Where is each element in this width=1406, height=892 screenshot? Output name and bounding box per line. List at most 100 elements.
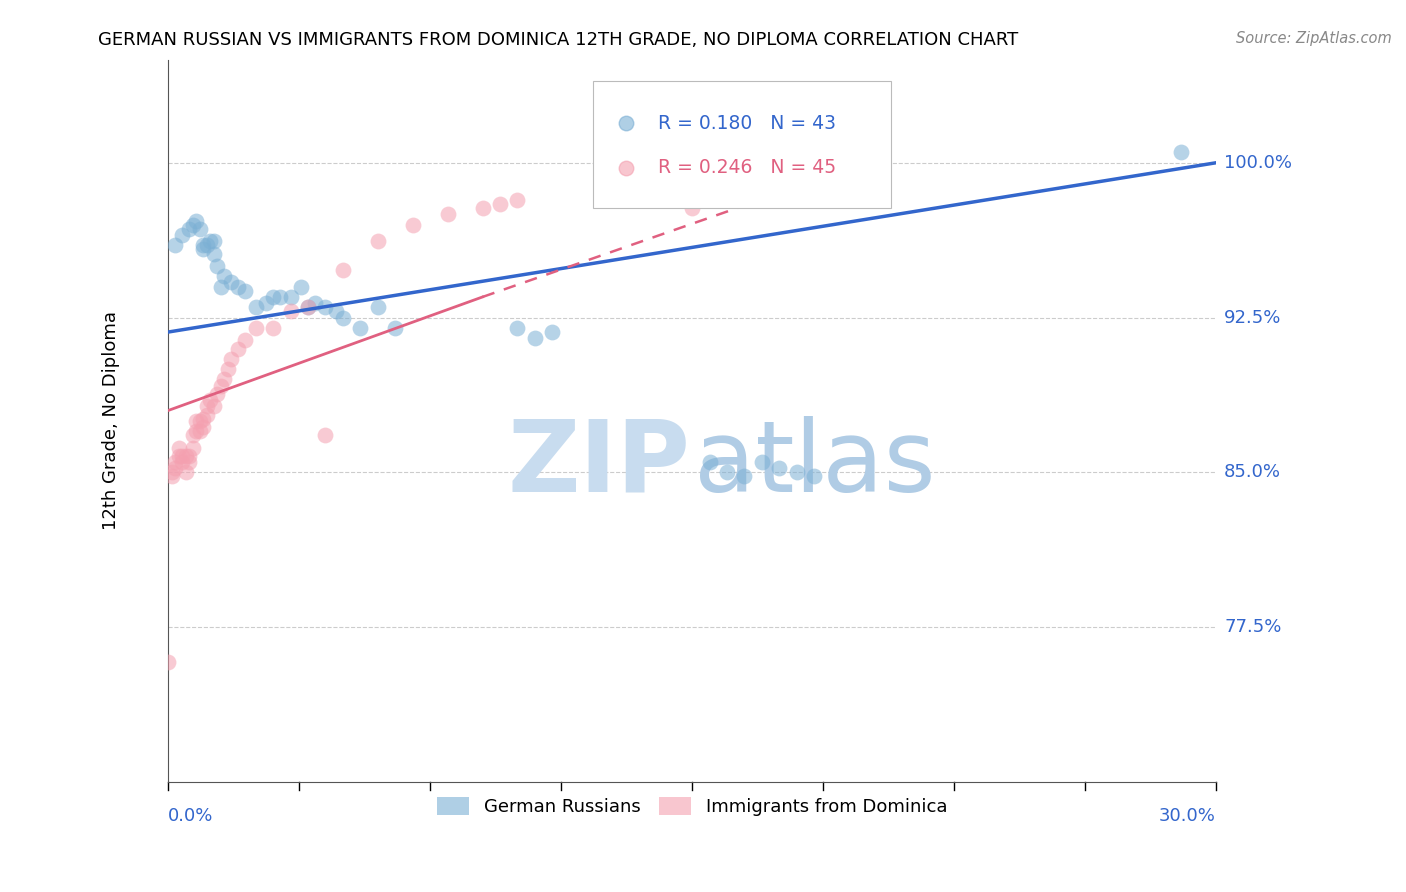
Text: 30.0%: 30.0% (1159, 806, 1216, 825)
Point (367, 300, 389, 314)
Point (160, 469, 183, 483)
Point (195, 400, 218, 414)
Point (212, 269, 235, 284)
Point (262, 290, 284, 304)
Text: 0.0%: 0.0% (169, 806, 214, 825)
FancyBboxPatch shape (592, 81, 891, 208)
Point (172, 227, 194, 242)
Point (165, 455, 187, 469)
Point (314, 428, 336, 442)
Point (297, 300, 319, 314)
Point (160, 466, 183, 480)
Point (174, 466, 197, 480)
Point (269, 290, 291, 304)
Point (233, 333, 256, 347)
Text: R = 0.246   N = 45: R = 0.246 N = 45 (658, 159, 835, 178)
Point (205, 259, 228, 273)
Point (226, 342, 249, 356)
Point (681, 201, 703, 215)
Point (803, 469, 825, 483)
Point (304, 296, 326, 310)
Point (245, 300, 267, 314)
Point (786, 466, 808, 480)
Point (367, 234, 389, 248)
Text: 92.5%: 92.5% (1225, 309, 1282, 326)
Point (506, 321, 529, 335)
Point (209, 279, 232, 293)
Point (167, 449, 190, 463)
Point (219, 351, 242, 366)
Text: 12th Grade, No Diploma: 12th Grade, No Diploma (101, 311, 120, 530)
Text: GERMAN RUSSIAN VS IMMIGRANTS FROM DOMINICA 12TH GRADE, NO DIPLOMA CORRELATION CH: GERMAN RUSSIAN VS IMMIGRANTS FROM DOMINI… (98, 31, 1019, 49)
Text: 85.0%: 85.0% (1225, 463, 1281, 482)
Point (188, 414, 211, 428)
Point (523, 331, 546, 345)
Point (193, 243, 215, 257)
Point (349, 321, 371, 335)
Point (179, 449, 201, 463)
Point (165, 461, 187, 475)
Point (541, 325, 564, 339)
Point (506, 193, 529, 207)
Point (314, 300, 336, 314)
Point (205, 387, 228, 401)
Point (181, 218, 204, 232)
Point (245, 321, 267, 335)
Point (172, 455, 194, 469)
Point (165, 238, 187, 252)
Point (193, 238, 215, 252)
Point (384, 321, 406, 335)
Point (233, 284, 256, 298)
Point (471, 201, 494, 215)
Point (768, 461, 790, 475)
Point (195, 408, 218, 422)
Point (290, 279, 312, 293)
Point (733, 469, 755, 483)
Point (198, 393, 221, 408)
Point (297, 300, 319, 314)
Point (209, 378, 232, 392)
Text: atlas: atlas (695, 416, 936, 513)
Point (202, 234, 225, 248)
Point (699, 455, 721, 469)
Point (280, 304, 302, 318)
Point (186, 213, 208, 227)
Point (212, 372, 235, 386)
Point (202, 246, 225, 260)
Point (188, 424, 211, 438)
Text: R = 0.180   N = 43: R = 0.180 N = 43 (658, 113, 835, 133)
Point (202, 400, 225, 414)
Point (174, 449, 197, 463)
Point (402, 218, 425, 232)
Point (193, 411, 215, 425)
Point (181, 441, 204, 455)
Point (198, 234, 221, 248)
Point (217, 362, 239, 376)
Text: Source: ZipAtlas.com: Source: ZipAtlas.com (1236, 31, 1392, 46)
Text: 100.0%: 100.0% (1225, 153, 1292, 172)
Point (172, 449, 194, 463)
Text: 77.5%: 77.5% (1225, 618, 1282, 636)
Point (167, 441, 190, 455)
Legend: German Russians, Immigrants from Dominica: German Russians, Immigrants from Dominic… (430, 789, 955, 823)
Point (157, 655, 180, 669)
Point (195, 238, 218, 252)
Point (280, 290, 302, 304)
Point (219, 276, 242, 290)
Point (181, 428, 204, 442)
Point (436, 207, 458, 221)
Point (262, 321, 284, 335)
Point (489, 197, 512, 211)
Point (186, 414, 208, 428)
Point (325, 304, 347, 318)
Point (716, 466, 738, 480)
Point (254, 296, 277, 310)
Point (226, 279, 249, 293)
Point (179, 222, 201, 236)
Point (751, 455, 773, 469)
Point (1170, 145, 1192, 160)
Point (332, 263, 354, 277)
Text: ZIP: ZIP (508, 416, 690, 513)
Point (186, 424, 208, 438)
Point (179, 455, 201, 469)
